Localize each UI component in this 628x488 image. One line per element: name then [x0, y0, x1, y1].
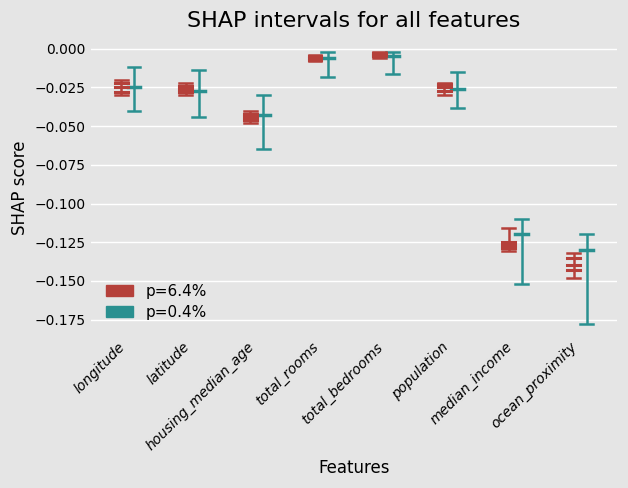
Legend: p=6.4%, p=0.4%: p=6.4%, p=0.4% — [99, 276, 215, 327]
Title: SHAP intervals for all features: SHAP intervals for all features — [187, 11, 521, 31]
Y-axis label: SHAP score: SHAP score — [11, 141, 29, 235]
X-axis label: Features: Features — [318, 459, 389, 477]
